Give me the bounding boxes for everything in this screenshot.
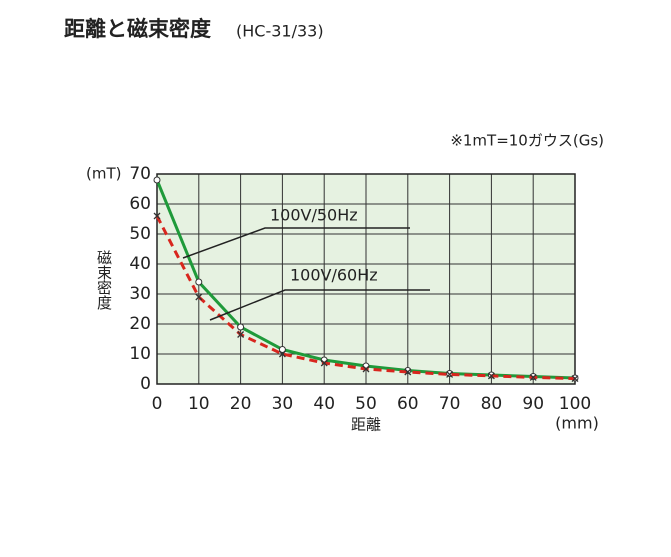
legend-label: 100V/60Hz [290, 266, 378, 285]
x-tick-label: 90 [522, 394, 544, 414]
y-tick-label: 30 [129, 284, 151, 304]
x-unit: (mm) [555, 414, 599, 433]
x-tick-label: 40 [313, 394, 335, 414]
legend-label: 100V/50Hz [270, 206, 358, 225]
data-point [237, 331, 245, 338]
annotation: ※1mT=10ガウス(Gs) [450, 132, 604, 150]
data-point [446, 370, 454, 378]
y-tick-label: 10 [129, 344, 151, 364]
data-point [237, 323, 245, 331]
data-point [487, 372, 495, 380]
data-point [153, 212, 161, 220]
data-point [153, 176, 161, 184]
data-point [529, 373, 537, 381]
legend-leader [182, 227, 410, 259]
y-tick-label: 0 [140, 374, 151, 394]
x-tick-label: 60 [397, 394, 419, 414]
x-tick-label: 100 [559, 394, 591, 414]
plot-frame [156, 173, 576, 385]
y-tick-label: 20 [129, 314, 151, 334]
y-unit: (mT) [86, 165, 121, 183]
x-tick-label: 20 [230, 394, 252, 414]
data-point [571, 375, 579, 383]
x-tick-label: 10 [188, 394, 210, 414]
x-tick-label: 50 [355, 394, 377, 414]
data-point [362, 365, 370, 373]
legend-leader [209, 289, 430, 321]
data-point [195, 293, 203, 301]
data-point [278, 346, 286, 353]
data-point [195, 278, 203, 286]
x-tick-label: 30 [272, 394, 294, 414]
y-tick-label: 40 [129, 254, 151, 274]
data-point [404, 368, 412, 376]
data-point [320, 359, 328, 367]
x-axis-label: 距離 [351, 416, 381, 434]
x-tick-label: 80 [481, 394, 503, 414]
y-tick-label: 60 [129, 194, 151, 214]
data-point [278, 350, 286, 358]
x-tick-label: 0 [152, 394, 163, 414]
y-tick-label: 50 [129, 224, 151, 244]
chart-subtitle: (HC-31/33) [236, 22, 324, 41]
y-tick-label: 70 [129, 164, 151, 184]
chart-title: 距離と磁束密度 [64, 17, 211, 41]
y-axis-label: 磁束密度 [95, 250, 113, 310]
x-tick-label: 70 [439, 394, 461, 414]
